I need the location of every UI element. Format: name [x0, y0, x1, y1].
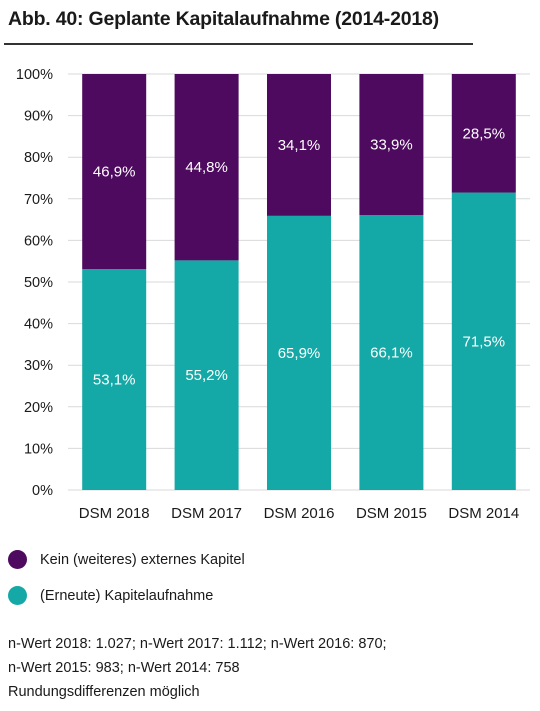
- y-tick-label: 30%: [24, 358, 53, 374]
- y-tick-label: 90%: [24, 109, 53, 125]
- x-tick-label: DSM 2016: [264, 505, 335, 522]
- legend-item-cap: (Erneute) Kapitelaufnahme: [8, 586, 213, 605]
- data-label-cap: 71,5%: [463, 333, 506, 350]
- bar-segment-cap: [267, 215, 331, 490]
- y-tick-label: 20%: [24, 400, 53, 416]
- legend-label-cap: (Erneute) Kapitelaufnahme: [40, 587, 214, 604]
- y-tick-label: 100%: [16, 67, 53, 83]
- bar-segment-ext: [82, 74, 147, 270]
- bar-segment-ext: [359, 74, 424, 216]
- y-tick-label: 50%: [24, 275, 53, 291]
- legend-swatch-cap: [8, 586, 27, 605]
- note-line: n-Wert 2015: 983; n-Wert 2014: 758: [8, 660, 240, 676]
- title-underline: [4, 43, 473, 45]
- y-tick-label: 40%: [24, 317, 53, 333]
- y-tick-label: 70%: [24, 192, 53, 208]
- legend-swatch-ext: [8, 550, 27, 569]
- x-tick-label: DSM 2014: [448, 505, 519, 522]
- y-tick-label: 60%: [24, 233, 53, 249]
- data-label-ext: 33,9%: [370, 137, 413, 154]
- y-tick-label: 80%: [24, 150, 53, 166]
- bar-segment-ext: [267, 74, 331, 216]
- data-label-ext: 34,1%: [278, 137, 321, 154]
- legend-item-ext: Kein (weiteres) externes Kapitel: [8, 550, 245, 569]
- y-tick-label: 10%: [24, 441, 53, 457]
- data-label-ext: 28,5%: [463, 125, 506, 142]
- stacked-bar-chart: 0% 10% 20% 30% 40% 50% 60% 70% 80% 90% 100% 53,1% 46…: [16, 67, 530, 522]
- bar-segment-ext: [174, 74, 239, 261]
- y-tick-label: 0%: [32, 483, 53, 499]
- bar-segment-cap: [82, 269, 147, 490]
- data-label-cap: 55,2%: [185, 367, 228, 384]
- x-tick-label: DSM 2018: [79, 505, 150, 522]
- bar-segment-cap: [451, 192, 516, 490]
- bar-segment-cap: [174, 260, 239, 490]
- data-label-ext: 46,9%: [93, 164, 136, 181]
- note-line: n-Wert 2018: 1.027; n-Wert 2017: 1.112; …: [8, 636, 387, 652]
- data-label-cap: 65,9%: [278, 345, 321, 362]
- x-tick-label: DSM 2017: [171, 505, 242, 522]
- data-label-cap: 53,1%: [93, 372, 136, 389]
- chart-title: Abb. 40: Geplante Kapitalaufnahme (2014-…: [8, 8, 439, 30]
- bar-segment-cap: [359, 215, 424, 491]
- legend-label-ext: Kein (weiteres) externes Kapitel: [40, 551, 245, 568]
- data-label-ext: 44,8%: [185, 159, 228, 176]
- bar-segment-ext: [451, 74, 516, 193]
- x-tick-label: DSM 2015: [356, 505, 427, 522]
- notes: n-Wert 2018: 1.027; n-Wert 2017: 1.112; …: [8, 632, 387, 704]
- data-label-cap: 66,1%: [370, 345, 413, 362]
- note-line: Rundungsdifferenzen möglich: [8, 684, 200, 700]
